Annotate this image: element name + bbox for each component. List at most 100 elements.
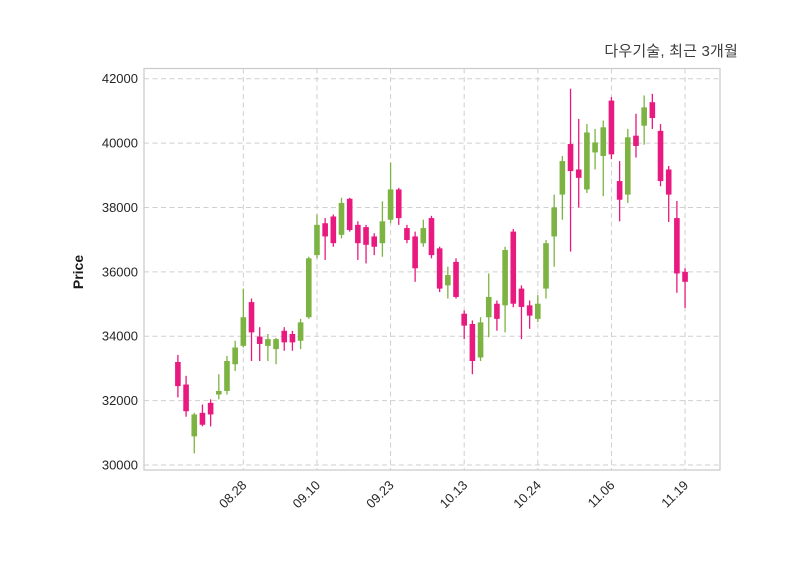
y-tick-label: 42000 xyxy=(102,71,138,86)
candle-up xyxy=(535,295,541,323)
y-tick-label: 36000 xyxy=(102,264,138,279)
candle-up xyxy=(641,95,647,145)
candle-body xyxy=(404,228,410,240)
candle-body xyxy=(322,223,328,237)
x-tick-label: 10.24 xyxy=(510,478,544,512)
candle-down xyxy=(649,93,656,129)
candle-up xyxy=(625,128,631,203)
candle-body xyxy=(199,412,206,425)
candle-up xyxy=(477,317,484,362)
candle-body xyxy=(469,324,476,362)
candle-down xyxy=(682,268,688,308)
candle-up xyxy=(314,214,320,259)
candle-down xyxy=(404,224,410,244)
candle-body xyxy=(477,322,484,358)
candle-body xyxy=(289,333,296,343)
candle-up xyxy=(379,201,386,257)
candle-down xyxy=(395,187,402,225)
candle-down xyxy=(371,233,378,256)
candle-body xyxy=(600,127,607,156)
candle-down xyxy=(608,97,615,160)
candle-up xyxy=(240,288,247,348)
candle-body xyxy=(494,303,500,319)
candle-wick xyxy=(578,118,580,208)
candle-body xyxy=(371,236,378,247)
candle-body xyxy=(363,227,369,245)
candle-body xyxy=(379,221,386,244)
candle-down xyxy=(461,310,467,340)
candle-down xyxy=(199,404,206,427)
candle-up xyxy=(600,120,607,197)
candle-down xyxy=(510,229,517,308)
x-tick-label: 11.06 xyxy=(585,478,618,511)
candle-body xyxy=(608,100,615,155)
plot-border xyxy=(143,67,721,471)
candle-body xyxy=(265,339,271,346)
candle-body xyxy=(207,402,214,415)
candle-up xyxy=(265,333,271,362)
candle-body xyxy=(224,361,230,391)
candle-down xyxy=(453,258,459,299)
candle-body xyxy=(567,144,574,172)
candle-up xyxy=(551,194,557,267)
candle-down xyxy=(428,215,435,259)
candle-down xyxy=(665,165,672,222)
x-axis-ticks: 08.28 09.10 09.23 10.13 10.24 11.06 11.19 xyxy=(216,478,691,512)
candle-body xyxy=(485,296,492,318)
candle-wick xyxy=(218,374,220,400)
candle-body xyxy=(281,330,288,343)
candle-body xyxy=(338,202,345,235)
candle-up xyxy=(191,412,198,454)
candle-up xyxy=(502,246,508,333)
candle-body xyxy=(625,137,631,195)
candle-body xyxy=(665,169,672,195)
candle-down xyxy=(207,399,214,427)
candle-body xyxy=(412,236,418,269)
candle-up xyxy=(216,374,222,400)
candle-wick xyxy=(684,268,686,308)
candle-down xyxy=(616,161,623,222)
x-tick-label: 09.23 xyxy=(363,478,397,512)
candle-down xyxy=(256,327,263,362)
candle-wick xyxy=(275,337,277,365)
candle-body xyxy=(420,228,427,244)
candle-down xyxy=(248,298,255,362)
candle-wick xyxy=(324,218,326,260)
candle-up xyxy=(297,318,304,350)
candle-body xyxy=(502,249,508,306)
candles xyxy=(175,88,688,454)
candle-down xyxy=(494,300,500,331)
candle-down xyxy=(289,330,296,351)
x-tick-label: 08.28 xyxy=(216,478,250,512)
candle-body xyxy=(584,132,590,190)
candle-body xyxy=(256,336,263,344)
candle-up xyxy=(420,219,427,247)
candle-body xyxy=(633,135,639,146)
candle-body xyxy=(518,288,525,307)
candle-body xyxy=(559,161,566,195)
y-tick-label: 40000 xyxy=(102,136,138,151)
candle-body xyxy=(641,107,647,126)
candle-down xyxy=(355,221,361,260)
candle-up xyxy=(338,197,345,239)
candle-up xyxy=(305,256,312,319)
candle-wick xyxy=(520,285,523,340)
candle-body xyxy=(183,384,189,412)
candle-body xyxy=(330,216,337,244)
candle-body xyxy=(175,361,181,387)
candle-down xyxy=(657,124,664,187)
y-tick-label: 30000 xyxy=(102,458,138,473)
candle-body xyxy=(240,317,247,346)
candle-body xyxy=(395,189,402,219)
candle-body xyxy=(453,261,459,297)
y-tick-label: 32000 xyxy=(102,393,138,408)
candle-up xyxy=(445,266,451,299)
candle-down xyxy=(518,285,525,340)
candle-body xyxy=(461,313,467,326)
candle-down xyxy=(526,300,533,329)
candle-body xyxy=(575,169,582,178)
candle-up xyxy=(232,340,238,372)
candle-down xyxy=(412,231,418,282)
candle-up xyxy=(559,155,566,220)
